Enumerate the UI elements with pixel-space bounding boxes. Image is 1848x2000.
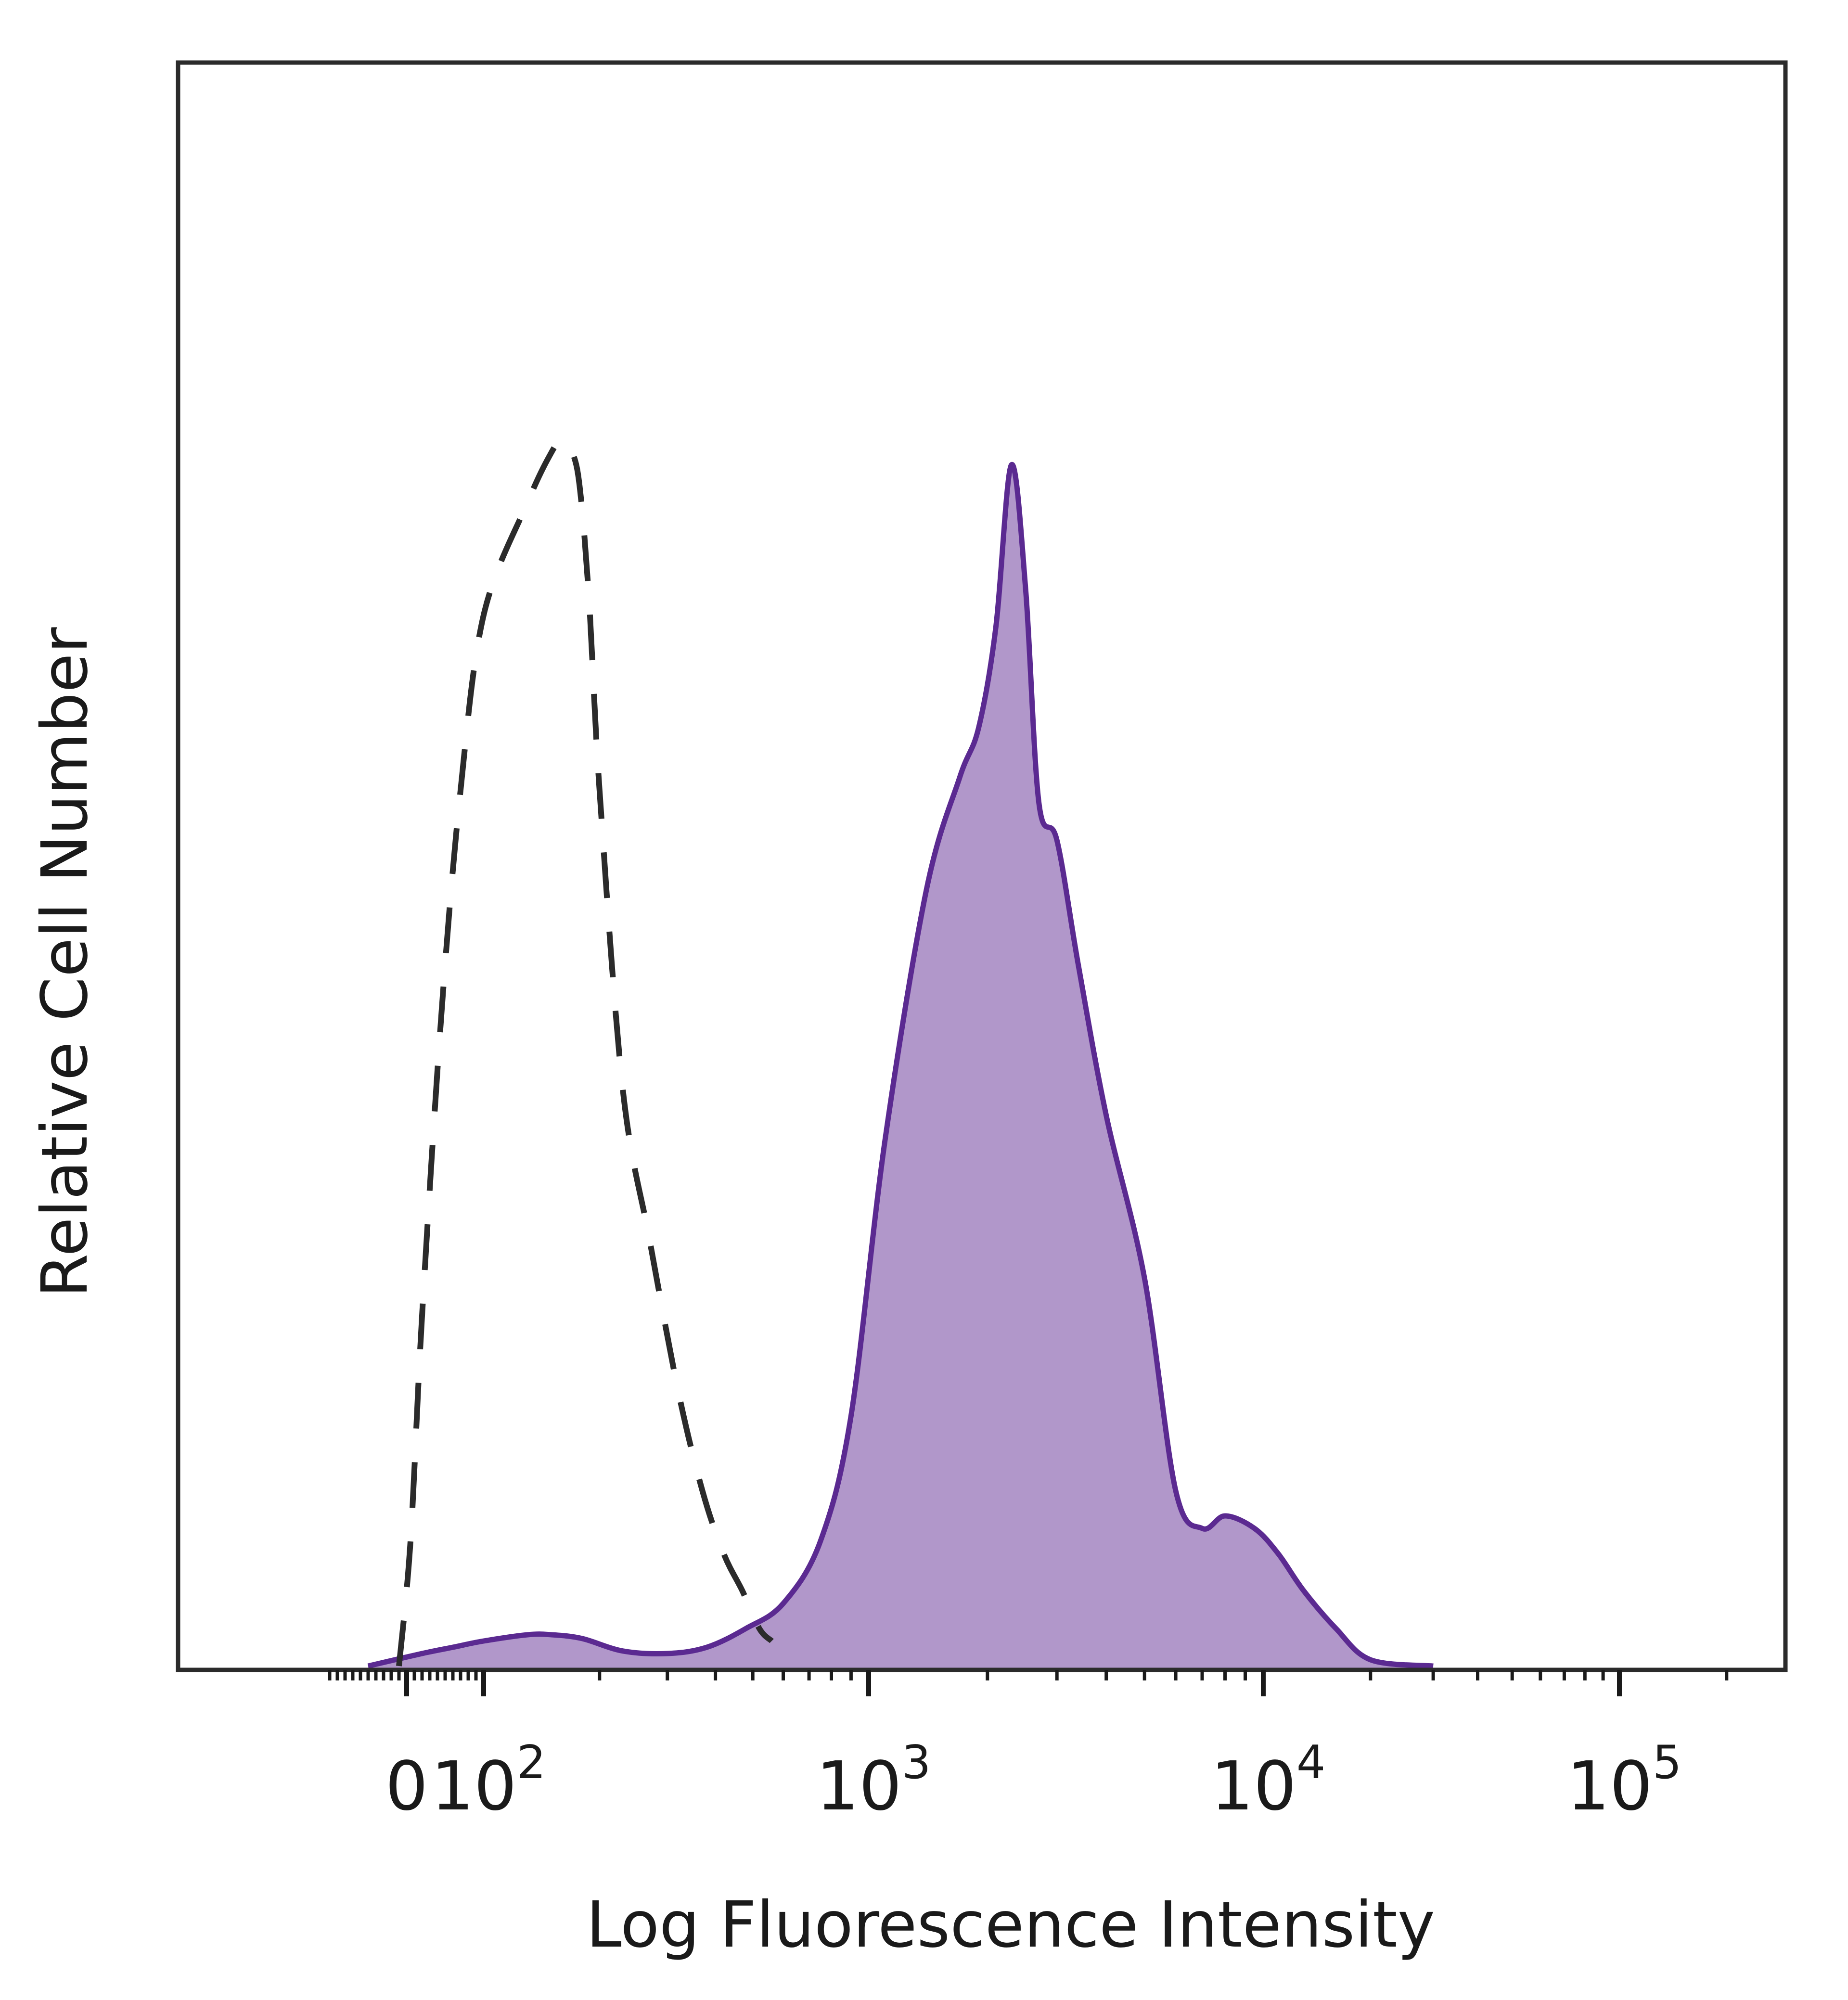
x-axis-ticks <box>328 1670 1729 1696</box>
series-1-area <box>368 464 1434 1668</box>
series-0-line <box>396 437 774 1667</box>
x-tick-label: 102 <box>431 1736 546 1826</box>
plot-frame <box>176 60 1788 1672</box>
x-tick-label: 104 <box>1211 1736 1326 1826</box>
series-1-line <box>367 462 1434 1669</box>
y-axis-title: Relative Cell Number <box>28 627 102 1298</box>
x-tick-label: 103 <box>816 1736 931 1826</box>
series-layer <box>367 437 1434 1669</box>
x-axis-tick-labels: 0 102 103 104 105 <box>385 1736 1681 1826</box>
x-axis-title: Log Fluorescence Intensity <box>586 1888 1435 1962</box>
x-tick-label: 0 <box>385 1747 428 1826</box>
x-tick-label: 105 <box>1567 1736 1682 1826</box>
